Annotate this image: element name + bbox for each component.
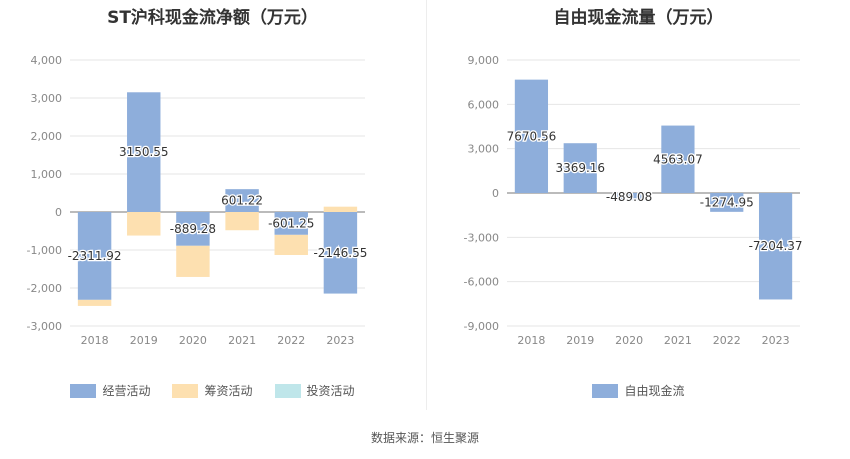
x-tick-label: 2019 <box>566 334 594 347</box>
legend-label: 经营活动 <box>102 384 151 398</box>
data-label: -889.28 <box>170 222 216 236</box>
data-label: -2311.92 <box>68 249 122 263</box>
y-tick-label: -2,000 <box>27 282 62 295</box>
x-tick-label: 2021 <box>664 334 692 347</box>
data-label: -2146.55 <box>313 246 367 260</box>
y-tick-label: 3,000 <box>31 92 63 105</box>
data-label: -7204.37 <box>749 239 803 253</box>
bar-2-2023 <box>323 206 358 212</box>
legend-item[interactable]: 投资活动 <box>274 382 355 399</box>
free-cash-flow-chart: 自由现金流量（万元） 9,000 6,000 3,000 0 -3,000 -6,000 -… <box>427 0 850 415</box>
bar-1-2019 <box>127 92 161 212</box>
cash-flow-net-plot: 4,000 3,000 2,000 1,000 0 -1,000 -2,000 -3,000 2… <box>27 54 369 347</box>
bar-1-2020 <box>176 212 210 246</box>
data-label: 3150.55 <box>119 145 169 159</box>
bar-1-2021 <box>225 189 259 212</box>
x-tick-label: 2023 <box>762 334 790 347</box>
data-label: 4563.07 <box>653 152 703 166</box>
x-tick-label: 2020 <box>179 334 207 347</box>
data-label: -489.08 <box>606 190 652 204</box>
bar-1-2020 <box>612 193 646 201</box>
x-tick-label: 2018 <box>517 334 545 347</box>
legend-swatch <box>274 383 301 398</box>
x-tick-label: 2022 <box>713 334 741 347</box>
cash-flow-net-chart: ST沪科现金流净额（万元） 4,000 3,000 2,000 1,000 0 -1,00… <box>0 0 425 415</box>
chart-title: ST沪科现金流净额（万元） <box>107 8 318 28</box>
legend-swatch <box>70 383 97 398</box>
y-tick-label: 9,000 <box>468 54 500 67</box>
bar-1-2021 <box>661 125 695 193</box>
y-tick-label: -3,000 <box>27 320 62 333</box>
legend-label: 筹资活动 <box>204 384 253 398</box>
bar-1-2022 <box>710 193 744 212</box>
y-tick-label: -6,000 <box>464 276 499 289</box>
data-label: 7670.56 <box>507 129 557 143</box>
y-tick-label: 2,000 <box>31 130 63 143</box>
x-tick-label: 2021 <box>228 334 256 347</box>
y-tick-label: -3,000 <box>464 231 499 244</box>
legend-item[interactable]: 自由现金流 <box>592 382 685 399</box>
data-label: 3369.16 <box>555 161 605 175</box>
chart-title: 自由现金流量（万元） <box>553 8 724 28</box>
y-tick-label: 0 <box>492 187 499 200</box>
bar-1-2023 <box>758 193 793 300</box>
bar-2-2020 <box>176 245 210 277</box>
data-source-note: 数据来源：恒生聚源 <box>370 431 479 445</box>
bar-2-2019 <box>127 212 161 236</box>
legend-item[interactable]: 经营活动 <box>70 382 150 399</box>
x-tick-label: 2020 <box>615 334 643 347</box>
y-tick-label: 4,000 <box>31 54 63 67</box>
y-tick-label: 1,000 <box>31 168 63 181</box>
legend-label: 自由现金流 <box>624 384 685 398</box>
y-tick-label: 6,000 <box>468 98 500 111</box>
bar-1-2022 <box>274 212 308 235</box>
legend-swatch <box>172 383 199 398</box>
data-label: -601.25 <box>268 216 314 230</box>
panel-divider <box>426 0 427 410</box>
data-label: -1274.95 <box>700 195 754 209</box>
x-tick-label: 2018 <box>81 334 109 347</box>
legend-item[interactable]: 筹资活动 <box>172 382 253 399</box>
x-tick-label: 2022 <box>277 334 305 347</box>
bar-1-2018 <box>77 212 112 300</box>
bar-2-2022 <box>274 234 308 255</box>
y-tick-label: 3,000 <box>468 143 500 156</box>
chart-legend: 自由现金流 <box>427 382 850 399</box>
legend-swatch <box>592 383 619 398</box>
bar-1-2023 <box>323 212 358 294</box>
free-cash-flow-plot: 9,000 6,000 3,000 0 -3,000 -6,000 -9,000 2018 20… <box>464 54 804 347</box>
bar-1-2018 <box>514 79 549 193</box>
x-tick-label: 2019 <box>130 334 158 347</box>
bar-2-2018 <box>77 299 112 306</box>
y-tick-label: -1,000 <box>27 244 62 257</box>
chart-legend: 经营活动 筹资活动 投资活动 <box>0 382 425 399</box>
y-tick-label: -9,000 <box>464 320 499 333</box>
x-tick-label: 2023 <box>326 334 354 347</box>
bar-1-2019 <box>563 143 597 193</box>
y-tick-label: 0 <box>55 206 62 219</box>
bar-2-2021 <box>225 212 259 231</box>
data-label: 601.22 <box>221 194 263 208</box>
legend-label: 投资活动 <box>306 384 355 398</box>
